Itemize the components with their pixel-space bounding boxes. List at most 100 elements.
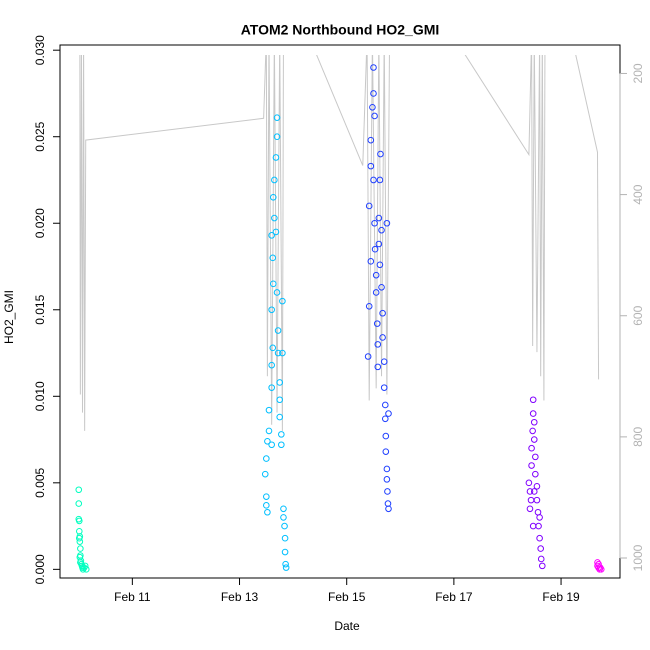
data-point	[530, 418, 538, 426]
y-tick-label: 0.025	[33, 121, 47, 151]
data-point	[377, 150, 384, 158]
data-point	[364, 353, 372, 360]
data-point	[375, 240, 383, 248]
data-point	[76, 538, 84, 545]
x-tick-label: Feb 15	[328, 590, 366, 604]
data-point	[75, 534, 83, 542]
y2-tick-label: 400	[631, 184, 645, 204]
data-point	[77, 545, 84, 552]
data-point	[268, 232, 275, 239]
data-point	[281, 522, 288, 530]
y2-tick-label: 800	[631, 427, 645, 447]
data-point	[371, 219, 378, 227]
data-point	[75, 515, 83, 523]
data-point	[597, 566, 605, 573]
chart-title: ATOM2 Northbound HO2_GMI	[241, 22, 440, 38]
data-point	[370, 90, 377, 97]
data-point	[264, 437, 271, 445]
data-point	[273, 133, 281, 141]
data-point	[281, 548, 289, 556]
data-point	[533, 496, 541, 504]
data-point	[281, 534, 289, 542]
data-point	[385, 505, 392, 513]
data-point	[369, 103, 376, 111]
data-point	[378, 283, 385, 291]
data-point	[279, 349, 286, 357]
data-point	[278, 431, 285, 438]
data-point	[272, 154, 280, 161]
data-point	[536, 514, 543, 521]
data-point	[81, 562, 89, 570]
data-point	[529, 396, 537, 404]
data-point	[525, 479, 533, 487]
data-point	[371, 245, 379, 253]
data-point	[526, 505, 534, 513]
data-point	[529, 427, 536, 435]
x-tick-label: Feb 17	[435, 590, 473, 604]
x-tick-label: Feb 19	[542, 590, 580, 604]
data-point	[276, 413, 284, 421]
y2-tick-label: 200	[631, 63, 645, 83]
data-point	[282, 560, 289, 568]
data-point	[371, 112, 378, 120]
data-point	[268, 306, 275, 314]
data-point	[280, 505, 287, 513]
data-point	[381, 401, 389, 409]
data-point	[278, 441, 285, 449]
data-point	[382, 432, 390, 440]
data-point	[370, 64, 377, 71]
data-point	[528, 444, 535, 452]
data-point	[276, 379, 284, 386]
data-point	[374, 341, 382, 348]
data-point	[75, 500, 83, 507]
data-point	[265, 427, 273, 435]
data-point	[276, 396, 284, 404]
data-point	[532, 470, 539, 478]
y-axis-label: HO2_GMI	[2, 290, 16, 344]
data-point	[537, 555, 545, 563]
data-point	[383, 465, 391, 473]
data-point	[274, 349, 282, 357]
data-point	[374, 363, 382, 371]
data-point	[261, 470, 269, 478]
data-point	[280, 514, 287, 521]
data-point	[530, 488, 538, 495]
data-point	[375, 214, 383, 222]
data-point	[268, 441, 275, 449]
data-point	[529, 522, 537, 530]
y-tick-label: 0.015	[33, 294, 47, 324]
data-point	[263, 493, 270, 500]
data-point	[370, 176, 377, 184]
data-point	[385, 410, 392, 417]
data-point	[530, 436, 538, 443]
data-point	[380, 384, 388, 391]
data-point	[379, 334, 386, 341]
data-point	[269, 344, 277, 352]
data-point	[268, 361, 275, 369]
data-point	[380, 358, 388, 365]
data-point	[282, 564, 290, 571]
data-point	[365, 303, 373, 310]
data-point	[532, 453, 539, 461]
plot-area	[75, 55, 605, 573]
data-point	[538, 562, 546, 570]
x-tick-label: Feb 11	[114, 590, 151, 604]
data-point	[272, 228, 280, 236]
data-point	[383, 476, 391, 483]
data-point	[269, 254, 277, 262]
data-point	[376, 176, 384, 184]
data-point	[75, 486, 83, 494]
data-point	[264, 508, 271, 516]
data-point	[536, 534, 543, 542]
data-point	[279, 297, 286, 305]
data-point	[373, 320, 381, 327]
data-point	[268, 384, 275, 391]
data-point	[269, 193, 277, 201]
data-point	[533, 482, 541, 490]
data-point	[382, 448, 390, 455]
data-point	[372, 271, 380, 279]
data-point	[383, 219, 391, 227]
data-point	[77, 559, 84, 566]
